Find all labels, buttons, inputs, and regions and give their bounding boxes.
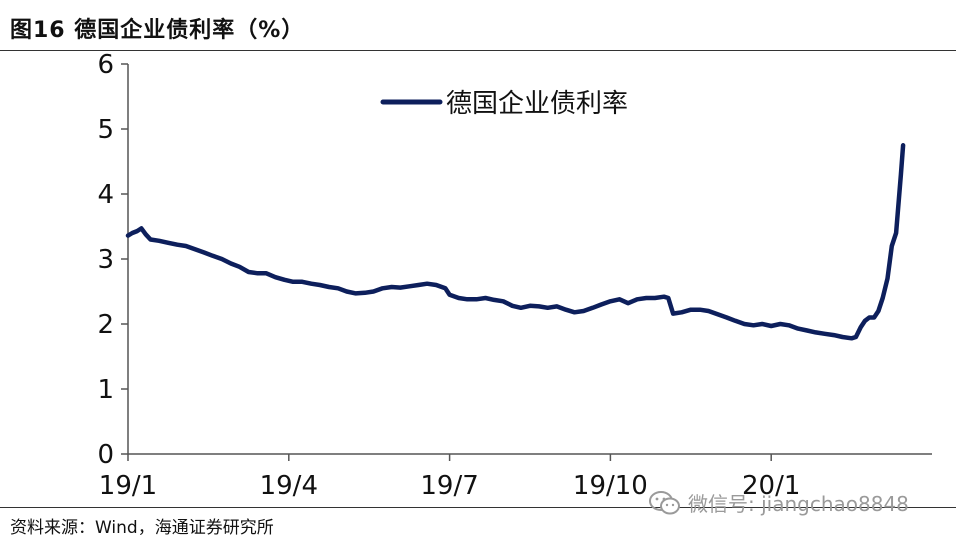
x-tick-label: 19/10: [573, 471, 648, 501]
legend-label: 德国企业债利率: [446, 89, 628, 119]
x-tick-label: 19/4: [260, 471, 318, 501]
y-tick-label: 2: [97, 310, 114, 340]
series-line: [125, 143, 906, 341]
y-tick-label: 1: [97, 375, 114, 405]
x-tick-label: 19/7: [420, 471, 478, 501]
y-tick-label: 5: [97, 115, 114, 145]
chart-title: 图16 德国企业债利率（%）: [10, 18, 305, 43]
chart-ticks: 0 1 2 3 4 5 6 19/1 19/4 19/7 19/10 20/1: [97, 50, 800, 501]
y-tick-label: 6: [97, 50, 114, 80]
y-tick-label: 4: [97, 180, 114, 210]
chart-series: [125, 143, 906, 341]
header-divider: [0, 50, 956, 51]
watermark: 微信号: jiangchao8848: [648, 488, 909, 517]
watermark-text: 微信号: jiangchao8848: [688, 492, 909, 516]
x-tick-label: 20/1: [742, 471, 800, 501]
y-tick-label: 0: [97, 440, 114, 470]
chart-legend: 德国企业债利率: [380, 89, 628, 119]
chart-axes: [127, 64, 932, 455]
wechat-icon: [649, 490, 680, 514]
x-tick-label: 19/1: [99, 471, 157, 501]
source-note: 资料来源：Wind，海通证券研究所: [10, 518, 274, 538]
footer-divider: [0, 507, 956, 508]
y-tick-label: 3: [97, 245, 114, 275]
